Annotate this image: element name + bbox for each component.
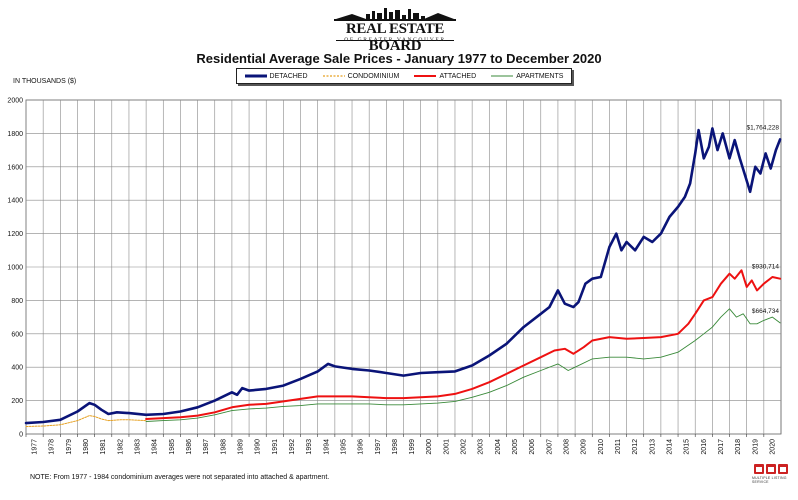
x-tick-label: 1984 [152, 439, 159, 455]
x-tick-label: 2006 [529, 439, 536, 455]
x-tick-label: 1995 [340, 439, 347, 455]
x-tick-label: 1985 [169, 439, 176, 455]
y-tick-label: 200 [11, 398, 23, 405]
x-tick-label: 2014 [666, 439, 673, 455]
y-tick-label: 1600 [7, 164, 23, 171]
x-tick-label: 1998 [392, 439, 399, 455]
chart-annotations: $1,764,228 $930,714 $664,734 [746, 124, 779, 315]
x-tick-label: 2009 [581, 439, 588, 455]
x-tick-label: 2000 [426, 439, 433, 455]
x-tick-label: 2011 [615, 439, 622, 454]
y-axis-units: IN THOUSANDS ($) [13, 78, 77, 85]
x-tick-label: 2005 [512, 439, 519, 455]
end-value-label: $1,764,228 [746, 124, 779, 131]
y-tick-label: 1000 [7, 265, 23, 272]
x-tick-label: 2004 [495, 439, 502, 455]
x-tick-label: 2003 [478, 439, 485, 455]
series-line-attached [145, 269, 782, 420]
y-tick-label: 1400 [7, 198, 23, 205]
realtor-icon [778, 464, 788, 474]
x-tick-label: 1996 [358, 439, 365, 455]
y-tick-label: 600 [11, 331, 23, 338]
legend-label-attached: ATTACHED [439, 72, 477, 80]
legend-swatch-apartments [491, 75, 514, 77]
chart-legend: DETACHED CONDOMINIUM ATTACHED APARTMENTS [236, 68, 572, 84]
x-tick-label: 2017 [718, 439, 725, 455]
x-tick-label: 1999 [409, 439, 416, 455]
legend-label-apartments: APARTMENTS [516, 72, 564, 80]
x-tick-label: 1988 [220, 439, 227, 455]
legend-swatch-attached [414, 75, 437, 77]
series-line-apartments [145, 308, 781, 422]
x-tick-label: 1987 [203, 439, 210, 455]
legend-item-apartments: APARTMENTS [491, 73, 563, 80]
city-skyline-icon [334, 8, 456, 41]
x-tick-label: 2002 [461, 439, 468, 455]
x-tick-label: 2008 [564, 439, 571, 455]
end-value-label: $930,714 [752, 264, 779, 271]
x-tick-label: 2015 [684, 439, 691, 455]
x-tick-label: 1983 [135, 439, 142, 455]
end-value-label: $664,734 [752, 308, 779, 315]
x-tick-label: 2019 [752, 439, 759, 455]
legend-item-attached: ATTACHED [414, 73, 476, 80]
y-tick-label: 1200 [7, 231, 23, 238]
x-tick-label: 2007 [546, 439, 553, 455]
chart-grid [25, 99, 782, 435]
x-tick-label: 1994 [323, 439, 330, 455]
x-tick-label: 1991 [272, 439, 279, 455]
footer-logos [754, 464, 788, 474]
x-tick-label: 2016 [701, 439, 708, 455]
chart-series [24, 127, 782, 427]
mls-icon [766, 464, 776, 474]
x-tick-label: 1979 [66, 439, 73, 455]
logo-title: REAL ESTATE BOARD [345, 21, 445, 54]
x-tick-label: 1981 [100, 439, 107, 455]
x-tick-label: 1977 [32, 439, 39, 455]
x-tick-label: 1997 [375, 439, 382, 455]
y-tick-label: 2000 [7, 98, 23, 105]
legend-swatch-condominium [322, 75, 345, 77]
x-tick-label: 2018 [735, 439, 742, 455]
rebgv-icon [754, 464, 764, 474]
series-line-detached [24, 127, 782, 425]
chart-axes: 0 200 400 600 800 1000 1200 1400 1600 1800 2000 197… [7, 98, 776, 455]
x-tick-label: 2013 [649, 439, 656, 455]
legend-swatch-detached [244, 74, 267, 78]
legend-item-condominium: CONDOMINIUM [322, 72, 400, 80]
x-tick-label: 2010 [598, 439, 605, 455]
legend-label-detached: DETACHED [269, 72, 308, 80]
chart-title: Residential Average Sale Prices - Januar… [196, 51, 602, 66]
y-tick-label: 1800 [7, 131, 23, 138]
footer-text: MULTIPLE LISTING SERVICE [752, 476, 787, 484]
x-tick-label: 1993 [306, 439, 313, 455]
x-tick-label: 2012 [632, 439, 639, 455]
legend-item-detached: DETACHED [244, 72, 308, 80]
y-tick-label: 400 [11, 365, 23, 372]
y-tick-label: 0 [19, 432, 23, 439]
x-tick-label: 2020 [769, 439, 776, 455]
x-tick-label: 1989 [237, 439, 244, 455]
x-tick-label: 1986 [186, 439, 193, 455]
series-line-condominium [25, 415, 147, 427]
y-tick-label: 800 [11, 298, 23, 305]
x-tick-label: 1982 [117, 439, 124, 455]
x-tick-label: 1978 [49, 439, 56, 455]
footnote: NOTE: From 1977 - 1984 condominium avera… [30, 474, 330, 481]
logo-subtitle: OF GREATER VANCOUVER [344, 37, 446, 43]
x-tick-label: 1992 [289, 439, 296, 455]
legend-label-condominium: CONDOMINIUM [347, 72, 400, 80]
x-tick-label: 1990 [255, 439, 262, 455]
x-tick-label: 2001 [443, 439, 450, 455]
x-tick-label: 1980 [83, 439, 90, 455]
